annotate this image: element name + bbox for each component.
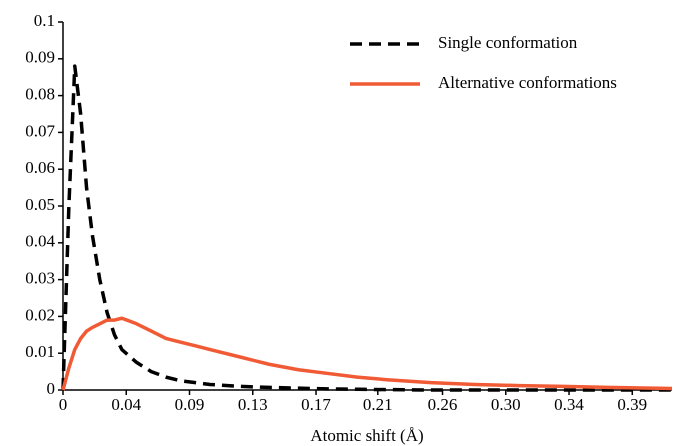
- y-tick-label: 0.06: [25, 158, 55, 177]
- x-tick-label: 0.34: [554, 395, 584, 414]
- x-tick-label: 0.30: [491, 395, 521, 414]
- y-tick-label: 0.08: [25, 85, 55, 104]
- x-tick-label: 0.21: [363, 395, 393, 414]
- y-tick-label: 0.01: [25, 342, 55, 361]
- y-tick-label: 0.07: [25, 121, 55, 140]
- y-tick-label: 0.03: [25, 269, 55, 288]
- line-series: [61, 316, 673, 391]
- y-tick-label: 0.09: [25, 48, 55, 67]
- x-tick-label: 0.09: [175, 395, 205, 414]
- x-tick-label: 0.26: [428, 395, 458, 414]
- x-tick-label: 0.17: [301, 395, 331, 414]
- y-tick-label: 0: [47, 379, 56, 398]
- x-tick-label: 0.04: [111, 395, 141, 414]
- x-tick-label: 0: [59, 395, 68, 414]
- legend-label: Alternative conformations: [438, 73, 617, 92]
- x-tick-label: 0.39: [617, 395, 647, 414]
- y-tick-label: 0.04: [25, 232, 55, 251]
- x-tick-label: 0.13: [238, 395, 268, 414]
- x-axis-label: Atomic shift (Å): [310, 426, 423, 445]
- legend-label: Single conformation: [438, 33, 578, 52]
- y-tick-label: 0.02: [25, 305, 55, 324]
- line-series: [61, 64, 672, 392]
- y-tick-label: 0.05: [25, 195, 55, 214]
- y-tick-label: 0.1: [34, 11, 55, 30]
